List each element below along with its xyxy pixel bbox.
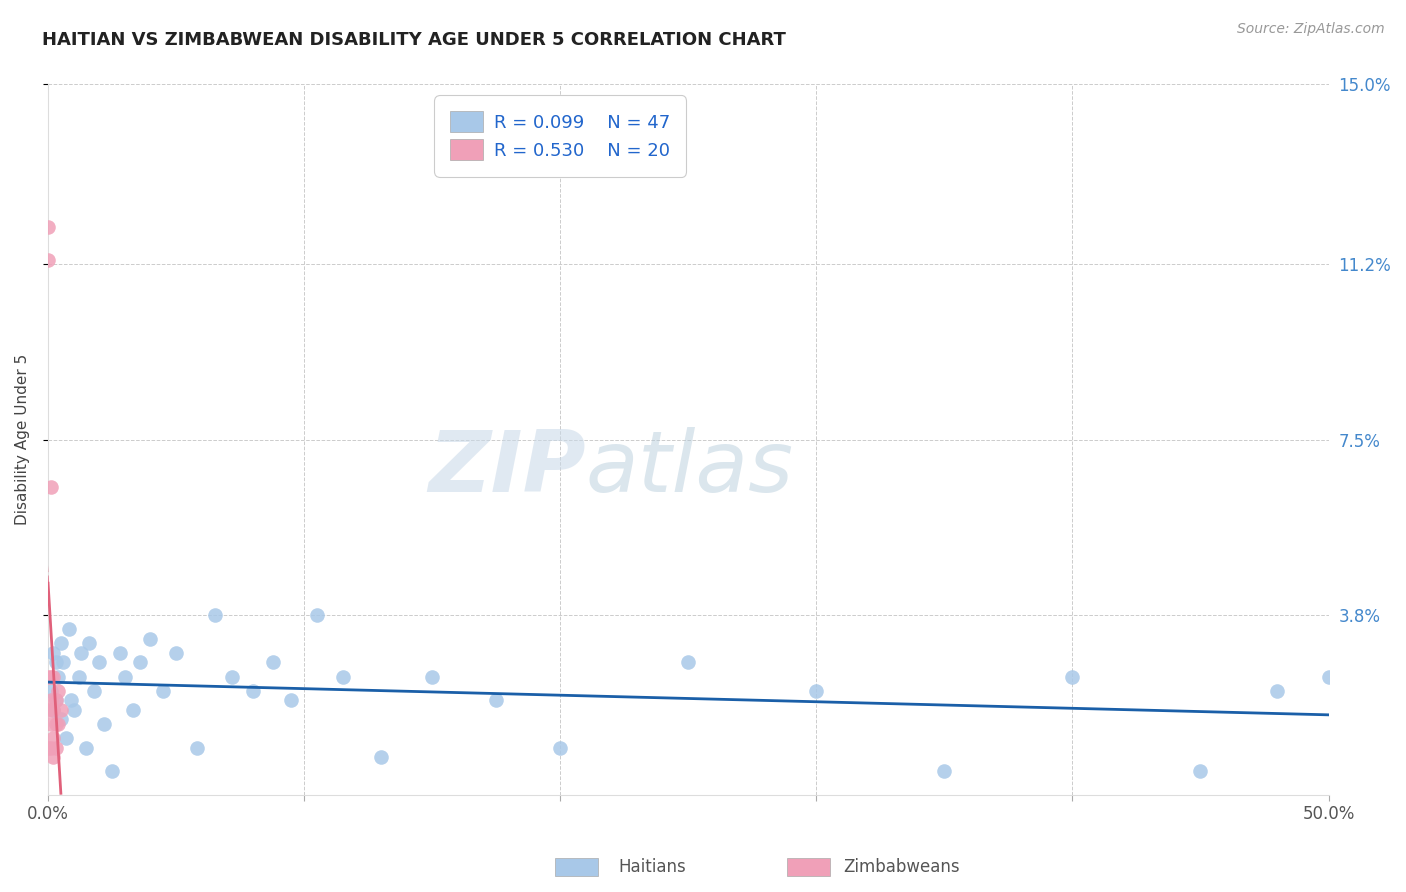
Point bbox=[806, 683, 828, 698]
Point bbox=[89, 656, 111, 670]
Point bbox=[114, 670, 136, 684]
Point bbox=[37, 670, 59, 684]
Point bbox=[42, 646, 65, 660]
Point bbox=[37, 740, 59, 755]
Point bbox=[678, 656, 700, 670]
Point bbox=[108, 646, 131, 660]
Point bbox=[42, 731, 65, 746]
Point bbox=[934, 764, 956, 779]
Point bbox=[93, 717, 115, 731]
Point bbox=[129, 656, 152, 670]
Point bbox=[262, 656, 284, 670]
Point bbox=[42, 703, 65, 717]
Text: Source: ZipAtlas.com: Source: ZipAtlas.com bbox=[1237, 22, 1385, 37]
Point bbox=[370, 750, 392, 764]
Point bbox=[76, 740, 98, 755]
Point bbox=[1189, 764, 1212, 779]
Point bbox=[37, 703, 59, 717]
Point bbox=[60, 693, 83, 707]
Text: atlas: atlas bbox=[586, 426, 794, 509]
Point bbox=[83, 683, 105, 698]
Point bbox=[77, 636, 100, 650]
Point bbox=[45, 693, 67, 707]
Text: ZIP: ZIP bbox=[429, 426, 586, 509]
Point bbox=[42, 750, 65, 764]
Point bbox=[70, 646, 93, 660]
Point bbox=[42, 703, 65, 717]
Point bbox=[55, 731, 77, 746]
Point bbox=[1062, 670, 1084, 684]
Point bbox=[39, 717, 62, 731]
Point bbox=[49, 703, 72, 717]
Point bbox=[37, 252, 59, 267]
Point bbox=[165, 646, 187, 660]
Point bbox=[49, 636, 72, 650]
Point bbox=[58, 622, 80, 636]
Point bbox=[39, 480, 62, 494]
Text: Haitians: Haitians bbox=[619, 858, 686, 876]
Point bbox=[45, 740, 67, 755]
Point bbox=[46, 717, 69, 731]
Point bbox=[332, 670, 354, 684]
Point bbox=[45, 693, 67, 707]
Legend: R = 0.099    N = 47, R = 0.530    N = 20: R = 0.099 N = 47, R = 0.530 N = 20 bbox=[440, 101, 681, 171]
Text: Zimbabweans: Zimbabweans bbox=[844, 858, 960, 876]
Point bbox=[152, 683, 174, 698]
Point bbox=[45, 717, 67, 731]
Point bbox=[46, 670, 69, 684]
Point bbox=[1317, 670, 1340, 684]
Point bbox=[548, 740, 571, 755]
Point bbox=[1265, 683, 1288, 698]
Point bbox=[39, 683, 62, 698]
Point bbox=[101, 764, 124, 779]
Point bbox=[37, 219, 59, 234]
Point bbox=[420, 670, 443, 684]
Point bbox=[242, 683, 264, 698]
Point bbox=[204, 608, 226, 623]
Point bbox=[186, 740, 208, 755]
Point bbox=[305, 608, 328, 623]
Point bbox=[39, 740, 62, 755]
Point bbox=[46, 683, 69, 698]
Point bbox=[139, 632, 162, 646]
Point bbox=[62, 703, 84, 717]
Point bbox=[49, 712, 72, 726]
Y-axis label: Disability Age Under 5: Disability Age Under 5 bbox=[15, 354, 30, 525]
Point bbox=[52, 656, 75, 670]
Text: HAITIAN VS ZIMBABWEAN DISABILITY AGE UNDER 5 CORRELATION CHART: HAITIAN VS ZIMBABWEAN DISABILITY AGE UND… bbox=[42, 31, 786, 49]
Point bbox=[39, 693, 62, 707]
Point bbox=[42, 670, 65, 684]
Point bbox=[221, 670, 243, 684]
Point bbox=[67, 670, 90, 684]
Point bbox=[45, 656, 67, 670]
Point bbox=[485, 693, 508, 707]
Point bbox=[280, 693, 302, 707]
Point bbox=[39, 670, 62, 684]
Point bbox=[121, 703, 143, 717]
